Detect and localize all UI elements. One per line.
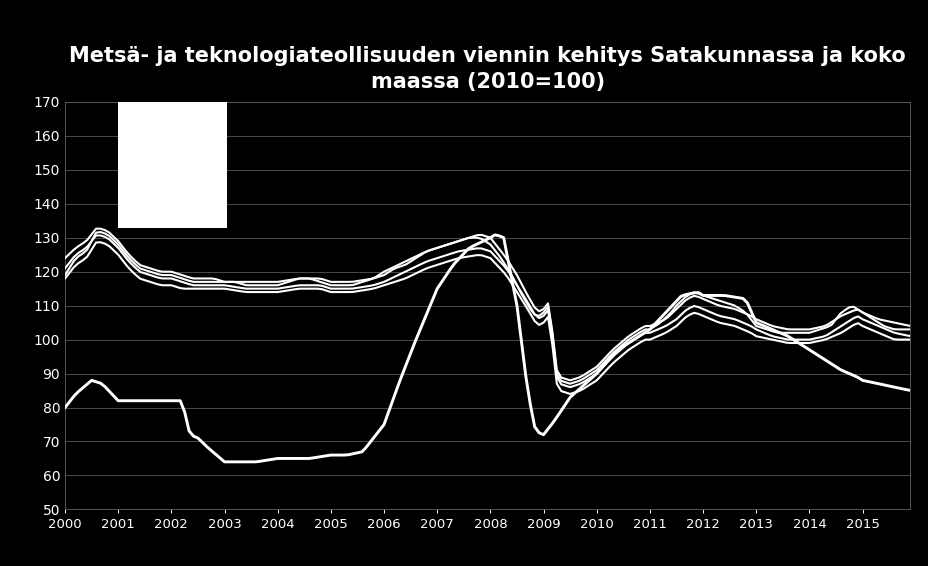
Title: Metsä- ja teknologiateollisuuden viennin kehitys Satakunnassa ja koko
maassa (20: Metsä- ja teknologiateollisuuden viennin… <box>70 46 905 92</box>
Bar <box>118 102 227 228</box>
